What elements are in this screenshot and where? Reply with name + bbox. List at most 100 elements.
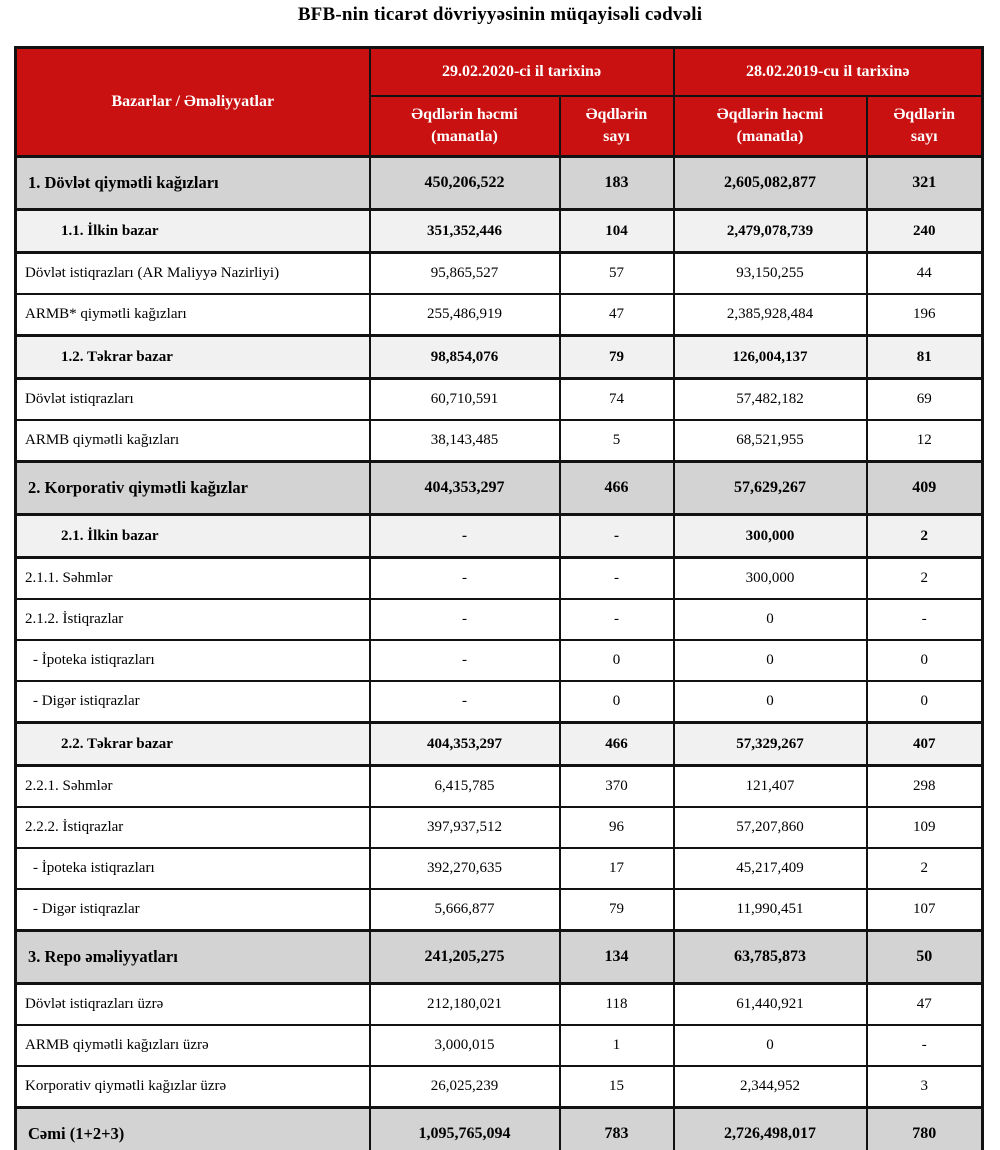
deal-volume-value: 0 xyxy=(672,598,868,641)
table-row: Cəmi (1+2+3) 1,095,765,094 783 2,726,498,01… xyxy=(14,1106,984,1150)
row-label: Dövlət istiqrazları üzrə xyxy=(14,982,371,1026)
deal-volume-value: 6,415,785 xyxy=(368,764,561,808)
deal-volume-value: 57,629,267 xyxy=(672,460,868,516)
column-header-period-2019: 28.02.2019-cu il tarixinə xyxy=(672,46,984,97)
deal-volume-value: 60,710,591 xyxy=(368,377,561,421)
deal-volume-value: 57,207,860 xyxy=(672,806,868,849)
table-body: 1. Dövlət qiymətli kağızları 450,206,522 1… xyxy=(14,155,984,1150)
deal-count-value: 0 xyxy=(558,680,675,724)
row-label: 3. Repo əməliyyatları xyxy=(14,929,371,985)
deal-volume-value: 2,385,928,484 xyxy=(672,293,868,337)
deal-count-value: - xyxy=(865,598,984,641)
deal-volume-value: 63,785,873 xyxy=(672,929,868,985)
row-label: Dövlət istiqrazları (AR Maliyyə Nazirliy… xyxy=(14,251,371,295)
deal-count-value: 0 xyxy=(865,680,984,724)
deal-count-value: 74 xyxy=(558,377,675,421)
table-row: ARMB* qiymətli kağızları 255,486,919 47 2,3… xyxy=(14,293,984,337)
table-header: Bazarlar / Əməliyyatlar 29.02.2020-ci il… xyxy=(14,46,984,158)
deal-count-value: 47 xyxy=(558,293,675,337)
table-row: Dövlət istiqrazları üzrə 212,180,021 118 61… xyxy=(14,982,984,1026)
row-label: 2.1.1. Səhmlər xyxy=(14,556,371,600)
deal-count-value: 409 xyxy=(865,460,984,516)
deal-count-value: 780 xyxy=(865,1106,984,1150)
deal-count-value: 0 xyxy=(558,639,675,682)
deal-count-value: 1 xyxy=(558,1024,675,1067)
deal-volume-value: - xyxy=(368,513,561,559)
table-row: - İpoteka istiqrazları -0 0 0 xyxy=(14,639,984,682)
column-header-markets-operations: Bazarlar / Əməliyyatlar xyxy=(14,46,371,158)
deal-volume-value: 121,407 xyxy=(672,764,868,808)
page-title: BFB-nin ticarət dövriyyəsinin müqayisəli… xyxy=(297,4,703,25)
deal-count-value: 50 xyxy=(865,929,984,985)
table-row: 1.2. Təkrar bazar 98,854,076 79 126,004,137… xyxy=(14,334,984,380)
row-label: ARMB qiymətli kağızları xyxy=(14,419,371,463)
row-label: 2.1.2. İstiqrazlar xyxy=(14,598,371,641)
deal-count-value: 298 xyxy=(865,764,984,808)
deal-count-value: 44 xyxy=(865,251,984,295)
deal-count-value: 79 xyxy=(558,888,675,932)
row-label: 1. Dövlət qiymətli kağızları xyxy=(14,155,371,211)
row-label: 1.2. Təkrar bazar xyxy=(14,334,371,380)
deal-count-value: 79 xyxy=(558,334,675,380)
table-row: 2.1.1. Səhmlər - -300,000 2 xyxy=(14,556,984,600)
row-label: ARMB qiymətli kağızları üzrə xyxy=(14,1024,371,1067)
deal-volume-value: 351,352,446 xyxy=(368,208,561,254)
table-row: - Digər istiqrazlar 5,666,877 79 11,990,451… xyxy=(14,888,984,932)
row-label: - İpoteka istiqrazları xyxy=(14,847,371,890)
table-row: 2.2. Təkrar bazar 404,353,297 466 57,329,26… xyxy=(14,721,984,767)
comparison-table: Bazarlar / Əməliyyatlar 29.02.2020-ci il… xyxy=(14,46,985,1150)
deal-count-value: 17 xyxy=(558,847,675,890)
column-header-volume-2019: Əqdlərin həcmi (manatla) xyxy=(672,95,868,158)
deal-volume-value: 404,353,297 xyxy=(368,721,561,767)
deal-volume-value: 212,180,021 xyxy=(368,982,561,1026)
table-row: 2.2.2. İstiqrazlar 397,937,512 96 57,207,86… xyxy=(14,806,984,849)
deal-count-value: 5 xyxy=(558,419,675,463)
column-header-period-2020: 29.02.2020-ci il tarixinə xyxy=(368,46,675,97)
deal-volume-value: 241,205,275 xyxy=(368,929,561,985)
row-label: 1.1. İlkin bazar xyxy=(14,208,371,254)
row-label: - Digər istiqrazlar xyxy=(14,680,371,724)
table-row: 2. Korporativ qiymətli kağızlar 404,353,2… xyxy=(14,460,984,516)
deal-volume-value: 0 xyxy=(672,680,868,724)
deal-volume-value: - xyxy=(368,556,561,600)
row-label: - Digər istiqrazlar xyxy=(14,888,371,932)
deal-volume-value: 11,990,451 xyxy=(672,888,868,932)
deal-count-value: 118 xyxy=(558,982,675,1026)
table-row: 2.1.2. İstiqrazlar - -0- xyxy=(14,598,984,641)
table-row: - Digər istiqrazlar -0 0 0 xyxy=(14,680,984,724)
row-label: 2.1. İlkin bazar xyxy=(14,513,371,559)
deal-volume-value: 57,329,267 xyxy=(672,721,868,767)
deal-count-value: 12 xyxy=(865,419,984,463)
deal-volume-value: 255,486,919 xyxy=(368,293,561,337)
row-label: Dövlət istiqrazları xyxy=(14,377,371,421)
deal-volume-value: 61,440,921 xyxy=(672,982,868,1026)
table-row: Dövlət istiqrazları (AR Maliyyə Nazirliy… xyxy=(14,251,984,295)
deal-count-value: 2 xyxy=(865,513,984,559)
table-row: 2.1. İlkin bazar - -300,000 2 xyxy=(14,513,984,559)
table-row: Korporativ qiymətli kağızlar üzrə 26,025,… xyxy=(14,1065,984,1109)
table-row: Dövlət istiqrazları 60,710,591 74 57,482,18… xyxy=(14,377,984,421)
deal-count-value: 240 xyxy=(865,208,984,254)
deal-volume-value: 1,095,765,094 xyxy=(368,1106,561,1150)
deal-count-value: - xyxy=(558,556,675,600)
column-header-count-2019: Əqdlərin sayı xyxy=(865,95,984,158)
deal-count-value: 2 xyxy=(865,847,984,890)
deal-count-value: 783 xyxy=(558,1106,675,1150)
deal-count-value: 107 xyxy=(865,888,984,932)
deal-count-value: 47 xyxy=(865,982,984,1026)
deal-volume-value: 300,000 xyxy=(672,556,868,600)
table-row: 2.2.1. Səhmlər 6,415,785 370 121,407 298 xyxy=(14,764,984,808)
deal-volume-value: - xyxy=(368,680,561,724)
deal-count-value: 2 xyxy=(865,556,984,600)
column-header-count-2020: Əqdlərin sayı xyxy=(558,95,675,158)
deal-count-value: 0 xyxy=(865,639,984,682)
deal-volume-value: 0 xyxy=(672,639,868,682)
row-label: 2.2.1. Səhmlər xyxy=(14,764,371,808)
deal-count-value: 57 xyxy=(558,251,675,295)
table-row: 1.1. İlkin bazar 351,352,446 104 2,479,078,… xyxy=(14,208,984,254)
deal-count-value: - xyxy=(558,513,675,559)
deal-volume-value: 0 xyxy=(672,1024,868,1067)
table-row: - İpoteka istiqrazları 392,270,635 17 45,21… xyxy=(14,847,984,890)
row-label: Cəmi (1+2+3) xyxy=(14,1106,371,1150)
